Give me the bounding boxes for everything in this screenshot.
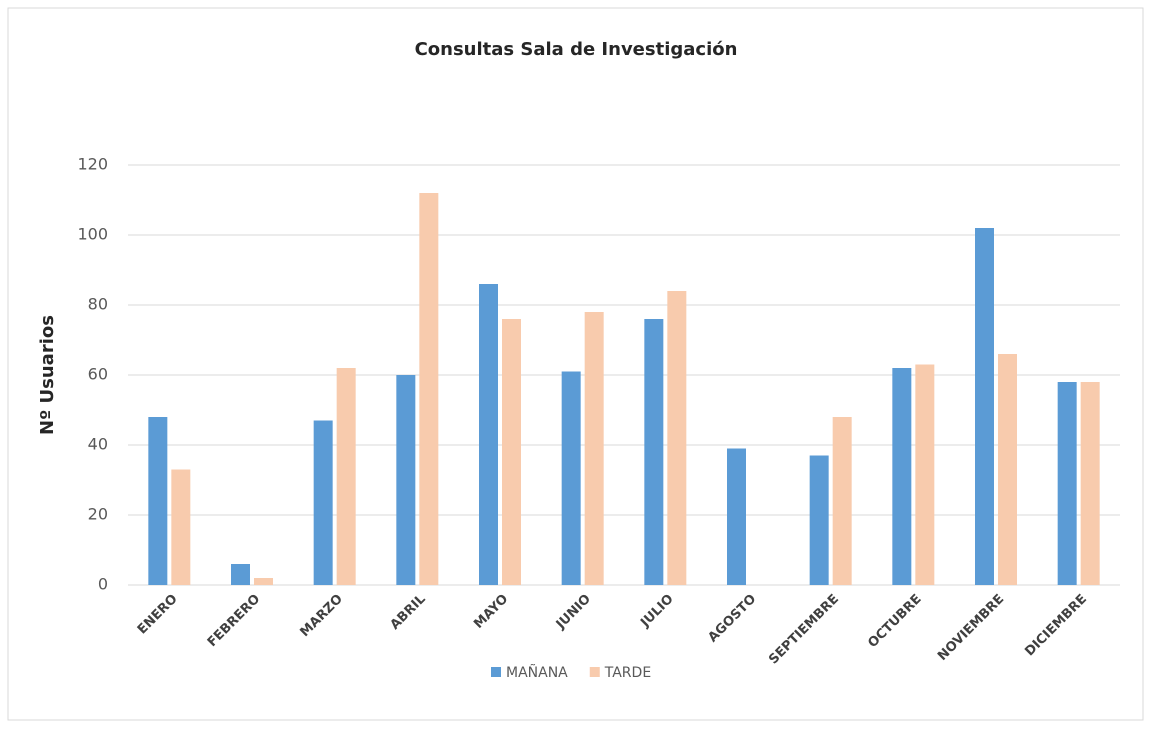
bar <box>419 193 439 585</box>
bar <box>892 368 912 585</box>
bar <box>336 368 356 585</box>
bar <box>809 455 829 585</box>
chart-title: Consultas Sala de Investigación <box>415 39 738 60</box>
bar <box>832 417 852 585</box>
bar <box>915 364 935 585</box>
y-tick-label: 120 <box>77 155 108 174</box>
bar <box>313 420 333 585</box>
bar <box>975 228 994 585</box>
bar <box>171 469 191 585</box>
bar <box>502 319 521 585</box>
y-tick-label: 20 <box>88 505 108 524</box>
bar <box>727 448 746 585</box>
bar <box>998 354 1017 585</box>
bar <box>667 291 687 585</box>
bar <box>1080 382 1100 585</box>
bar <box>231 564 250 585</box>
legend-swatch <box>491 667 501 677</box>
legend-label: TARDE <box>604 665 651 681</box>
y-tick-label: 80 <box>88 295 108 314</box>
bar <box>479 284 498 585</box>
bar <box>254 578 273 585</box>
bar <box>1057 382 1077 585</box>
legend-swatch <box>589 667 600 677</box>
y-tick-label: 40 <box>88 435 108 454</box>
y-tick-label: 60 <box>88 365 108 384</box>
legend-label: MAÑANA <box>506 664 568 681</box>
bar <box>644 319 664 585</box>
bar <box>396 375 416 585</box>
y-tick-label: 100 <box>77 225 108 244</box>
chart-border <box>7 7 1144 721</box>
y-axis-label: Nº Usuarios <box>37 315 58 435</box>
bar <box>561 371 581 585</box>
y-tick-label: 0 <box>98 575 108 594</box>
bar <box>148 417 168 585</box>
bar <box>584 312 604 585</box>
